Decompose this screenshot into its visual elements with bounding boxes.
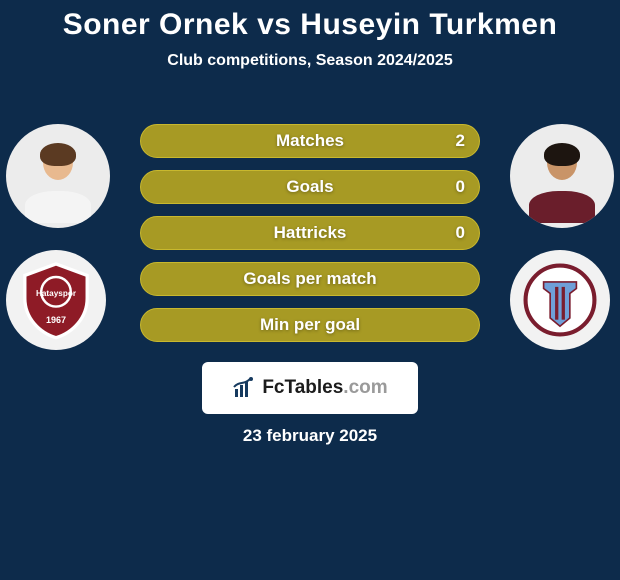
stat-value: 0 bbox=[456, 223, 465, 243]
player-2-avatar bbox=[510, 124, 614, 228]
shield-icon bbox=[510, 250, 610, 350]
player-1-club-badge: Hatayspor 1967 bbox=[6, 250, 106, 350]
source-badge: FcTables.com bbox=[202, 362, 418, 414]
stat-bars: Matches 2 Goals 0 Hattricks 0 Goals per match M… bbox=[140, 124, 480, 342]
svg-text:1967: 1967 bbox=[46, 315, 66, 325]
page-subtitle: Club competitions, Season 2024/2025 bbox=[0, 52, 620, 70]
stat-bar: Hattricks 0 bbox=[140, 216, 480, 250]
stat-bar: Matches 2 bbox=[140, 124, 480, 158]
right-column bbox=[510, 124, 614, 350]
stat-label: Matches bbox=[276, 131, 344, 151]
stat-label: Min per goal bbox=[260, 315, 360, 335]
stat-value: 2 bbox=[456, 131, 465, 151]
person-icon bbox=[25, 145, 92, 222]
comparison-card: Soner Ornek vs Huseyin Turkmen Club comp… bbox=[0, 0, 620, 580]
person-icon bbox=[529, 145, 596, 222]
page-title: Soner Ornek vs Huseyin Turkmen bbox=[0, 0, 620, 42]
stat-bar: Min per goal bbox=[140, 308, 480, 342]
stat-bar: Goals per match bbox=[140, 262, 480, 296]
stat-value: 0 bbox=[456, 177, 465, 197]
logo-text-tld: .com bbox=[343, 377, 387, 398]
stat-bar: Goals 0 bbox=[140, 170, 480, 204]
stat-label: Hattricks bbox=[274, 223, 347, 243]
chart-icon bbox=[232, 377, 256, 399]
stat-label: Goals bbox=[286, 177, 333, 197]
stat-label: Goals per match bbox=[243, 269, 376, 289]
shield-icon: Hatayspor 1967 bbox=[6, 250, 106, 350]
logo-text-main: FcTables bbox=[262, 377, 343, 398]
left-column: Hatayspor 1967 bbox=[6, 124, 110, 350]
player-2-club-badge bbox=[510, 250, 610, 350]
player-1-avatar bbox=[6, 124, 110, 228]
footer-date: 23 february 2025 bbox=[0, 426, 620, 446]
logo-text: FcTables.com bbox=[262, 377, 387, 399]
svg-text:Hatayspor: Hatayspor bbox=[36, 289, 77, 298]
